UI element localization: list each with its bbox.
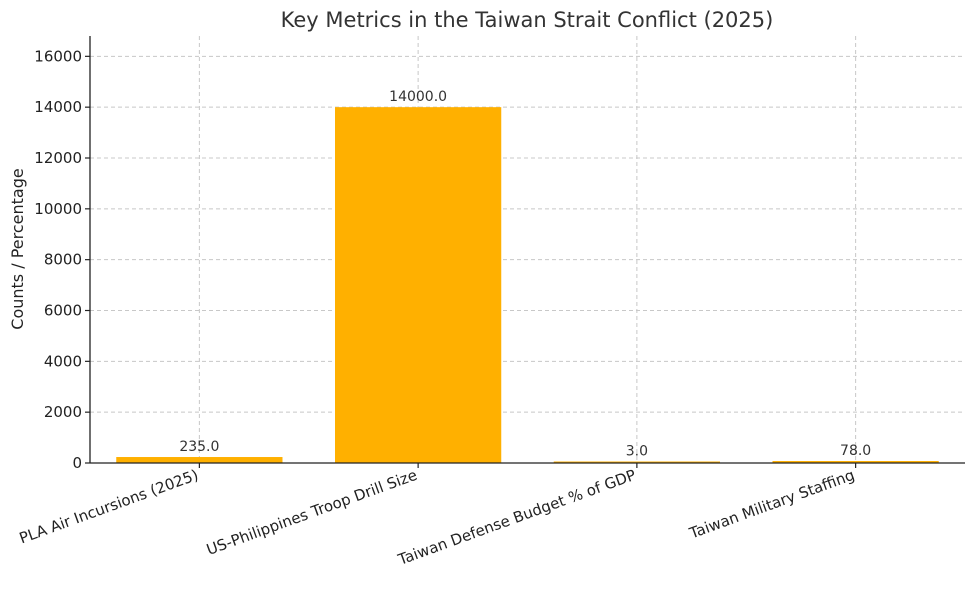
chart-title: Key Metrics in the Taiwan Strait Conflic… [281,8,774,32]
y-tick-label: 8000 [44,251,82,269]
bars [116,107,939,464]
axes [85,36,965,468]
bar-value-label: 235.0 [179,439,219,455]
bar [772,461,939,463]
y-tick-label: 6000 [44,302,82,320]
y-tick-label: 0 [72,454,82,472]
x-tick-label: Taiwan Defense Budget % of GDP [395,466,639,569]
x-tick-label: PLA Air Incursions (2025) [17,466,201,548]
bar [335,107,502,464]
x-tick-label: Taiwan Military Staffing [686,466,857,543]
bar-value-label: 3.0 [626,444,648,460]
bar-value-label: 14000.0 [389,89,447,105]
y-tick-label: 16000 [34,47,82,65]
bar-value-label: 78.0 [840,443,871,459]
x-tick-label: US-Philippines Troop Drill Size [204,466,419,559]
y-tick-label: 2000 [44,403,82,421]
bar [553,461,720,463]
y-tick-label: 4000 [44,352,82,370]
bar [116,457,283,463]
y-tick-label: 14000 [34,98,82,116]
y-tick-label: 12000 [34,149,82,167]
y-axis-label: Counts / Percentage [8,168,27,329]
y-tick-label: 10000 [34,200,82,218]
gridlines [90,36,965,464]
